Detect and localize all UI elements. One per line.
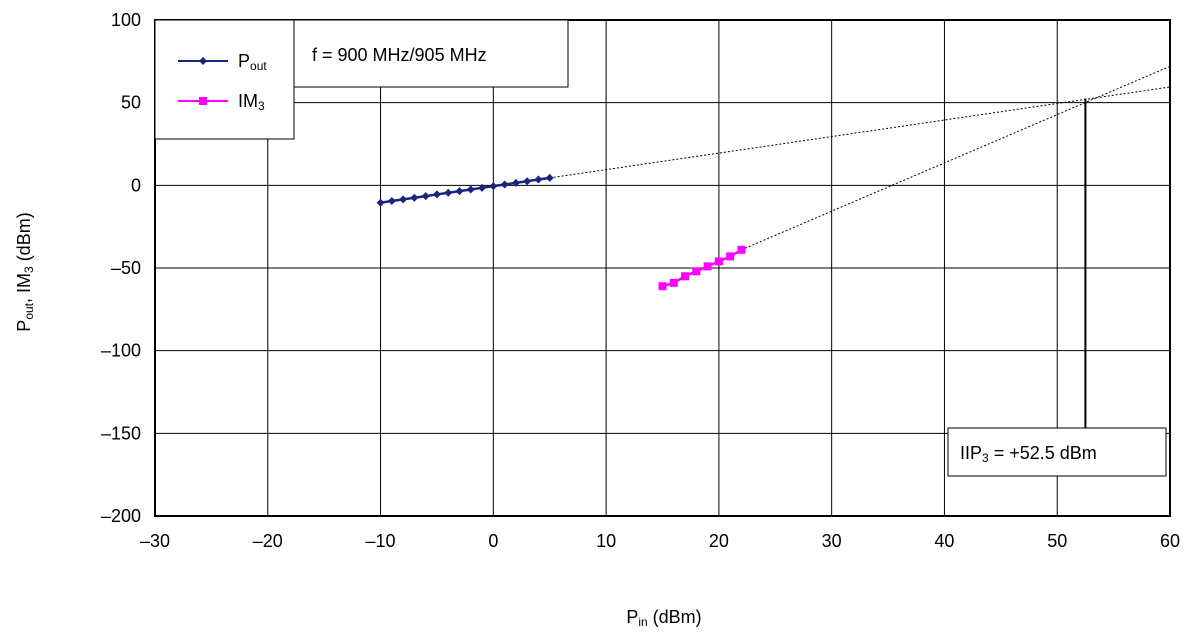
x-tick-label: 40 <box>934 531 954 551</box>
x-tick-label: 50 <box>1047 531 1067 551</box>
data-point <box>692 267 701 276</box>
data-point <box>681 272 690 281</box>
data-point <box>432 190 441 199</box>
data-point <box>737 245 746 254</box>
frequency-annotation: f = 900 MHz/905 MHz <box>293 19 569 88</box>
data-point <box>489 182 498 191</box>
iip3-text: IIP3 = +52.5 dBm <box>960 443 1097 465</box>
y-tick-label: 50 <box>121 93 141 113</box>
data-point <box>669 278 678 287</box>
extrapolation-line <box>549 86 1171 179</box>
y-axis-title: Pout, IM3 (dBm) <box>14 212 36 331</box>
series-line-1 <box>380 176 550 204</box>
legend-box <box>154 19 295 140</box>
y-tick-label: 100 <box>111 10 141 30</box>
data-point <box>455 187 464 196</box>
frequency-box <box>293 19 569 88</box>
y-tick-label: –150 <box>101 423 141 443</box>
data-point <box>466 185 475 194</box>
x-tick-label: 30 <box>822 531 842 551</box>
x-tick-label: 20 <box>709 531 729 551</box>
data-point <box>534 175 543 184</box>
grid <box>155 20 1170 516</box>
y-tick-label: –50 <box>111 258 141 278</box>
iip3-box <box>947 427 1167 477</box>
x-tick-label: 60 <box>1160 531 1180 551</box>
data-point <box>399 195 408 204</box>
data-point <box>387 197 396 206</box>
data-point <box>421 192 430 201</box>
x-tick-label: –30 <box>140 531 170 551</box>
data-point <box>658 282 667 291</box>
y-tick-label: –100 <box>101 341 141 361</box>
legend-im3-label: IM3 <box>238 91 265 113</box>
series-group <box>376 173 746 291</box>
iip3-annotation: IIP3 = +52.5 dBm <box>947 427 1167 477</box>
data-point <box>500 180 509 189</box>
legend-pout-marker <box>199 57 207 65</box>
y-tick-label: –200 <box>101 506 141 526</box>
data-point <box>444 188 453 197</box>
plot-border <box>154 19 1171 517</box>
data-point <box>545 173 554 182</box>
y-tick-labels: –200 –150 –100 –50 0 50 100 <box>101 10 141 526</box>
x-axis-title: Pin (dBm) <box>626 607 701 629</box>
x-tick-label: –20 <box>253 531 283 551</box>
data-point <box>523 177 532 186</box>
legend-im3-marker <box>199 97 207 105</box>
x-tick-labels: –30 –20 –10 0 10 20 30 40 50 60 <box>140 531 1180 551</box>
x-tick-label: 0 <box>488 531 498 551</box>
data-point <box>714 257 723 266</box>
data-point <box>726 252 735 261</box>
data-point <box>376 198 385 207</box>
x-tick-label: 10 <box>596 531 616 551</box>
frequency-text: f = 900 MHz/905 MHz <box>312 45 487 65</box>
data-point <box>511 178 520 187</box>
data-point <box>478 183 487 192</box>
legend-pout-label: Pout <box>238 51 267 73</box>
data-point <box>703 262 712 271</box>
y-tick-label: 0 <box>131 175 141 195</box>
x-tick-label: –10 <box>366 531 396 551</box>
extrapolation-lines <box>549 65 1171 251</box>
data-point <box>410 193 419 202</box>
extrapolation-line <box>741 65 1171 251</box>
legend: Pout IM3 <box>154 19 295 140</box>
